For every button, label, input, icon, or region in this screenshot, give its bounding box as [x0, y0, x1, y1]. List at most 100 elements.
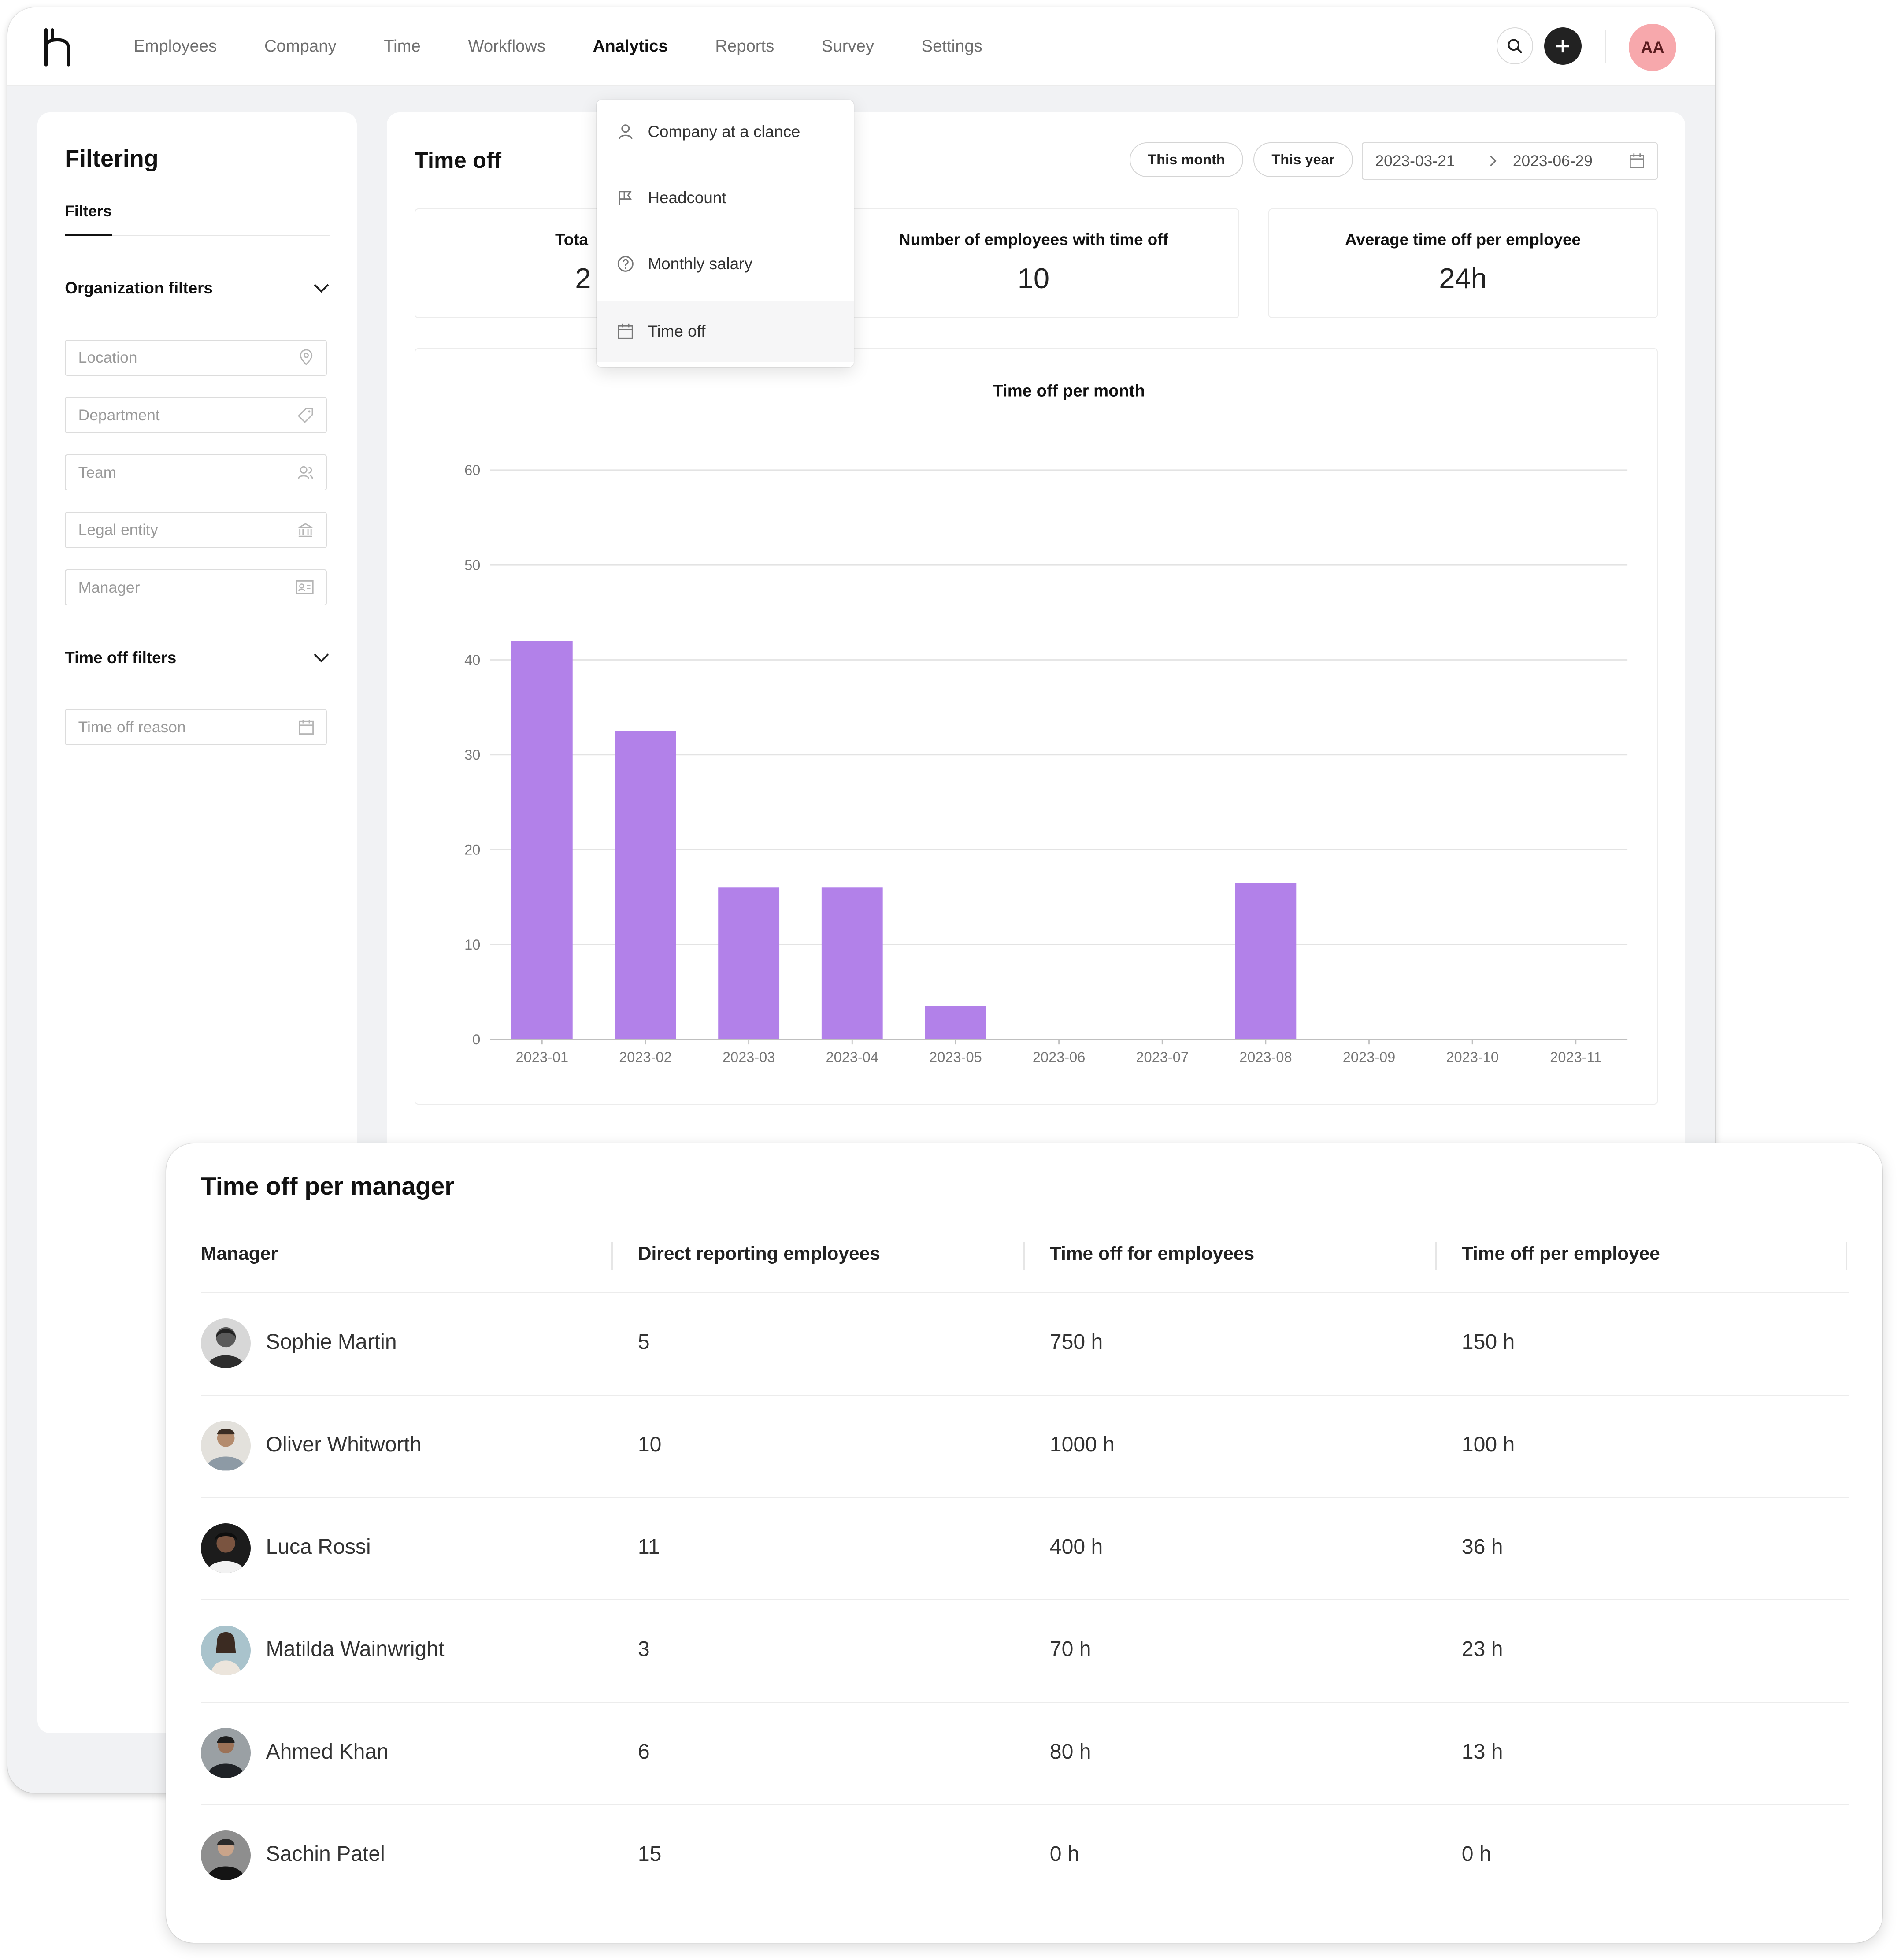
stat-label-total: Tota	[555, 230, 588, 249]
nav-analytics[interactable]: Analytics	[593, 36, 668, 56]
menu-item-time-off[interactable]: Time off	[597, 301, 854, 362]
this-month-button[interactable]: This month	[1130, 142, 1243, 178]
time-off-per-employee-value: 0 h	[1461, 1842, 1491, 1866]
chevron-down-icon	[314, 653, 329, 662]
column-separator	[1023, 1242, 1025, 1270]
manager-name: Oliver Whitworth	[266, 1432, 422, 1456]
direct-reports-value: 3	[637, 1637, 650, 1661]
x-tick-label: 2023-03	[722, 1049, 775, 1065]
location-filter[interactable]: Location	[65, 339, 327, 376]
organization-filters-toggle[interactable]: Organization filters	[65, 276, 330, 301]
team-filter[interactable]: Team	[65, 454, 327, 491]
user-avatar[interactable]: AA	[1629, 23, 1677, 71]
department-filter[interactable]: Department	[65, 397, 327, 434]
manager-name: Sophie Martin	[266, 1330, 397, 1354]
bar	[718, 887, 779, 1040]
avatar	[201, 1523, 251, 1573]
x-tick-label: 2023-05	[929, 1049, 982, 1065]
this-year-button[interactable]: This year	[1253, 142, 1353, 178]
company-logo-icon[interactable]	[42, 27, 77, 67]
add-button[interactable]	[1544, 27, 1582, 65]
time-off-per-employee-value: 36 h	[1461, 1535, 1503, 1559]
time-off-per-month-chart: Time off per month 0 10 20 30 40 50 60 2023-01 20…	[414, 348, 1658, 1105]
tag-icon	[297, 408, 313, 423]
manager-table-title: Time off per manager	[201, 1173, 455, 1201]
stat-label-employees-with-time-off: Number of employees with time off	[899, 230, 1168, 249]
column-header-time-off-per-employee[interactable]: Time off per employee	[1461, 1243, 1660, 1264]
column-separator	[1435, 1242, 1437, 1270]
search-icon	[1508, 39, 1523, 53]
chart-title: Time off per month	[993, 382, 1145, 401]
nav-workflows[interactable]: Workflows	[468, 36, 546, 56]
menu-item-label: Time off	[648, 322, 706, 341]
manager-filter[interactable]: Manager	[65, 569, 327, 606]
search-button[interactable]	[1497, 27, 1534, 64]
time-off-per-manager-card: Time off per manager Manager Direct repo…	[166, 1143, 1882, 1943]
organization-filters-label: Organization filters	[65, 279, 213, 297]
column-header-time-off-for-employees[interactable]: Time off for employees	[1049, 1243, 1255, 1264]
column-header-direct-reports[interactable]: Direct reporting employees	[637, 1243, 880, 1264]
stat-card-average-time-off: Average time off per employee 24h	[1268, 208, 1658, 319]
manager-name: Sachin Patel	[266, 1842, 385, 1866]
direct-reports-value: 15	[637, 1842, 662, 1866]
chevron-down-icon	[314, 284, 329, 293]
avatar	[201, 1318, 251, 1369]
y-tick-label: 40	[464, 652, 480, 668]
time-off-per-employee-value: 100 h	[1461, 1432, 1515, 1456]
flag-icon	[618, 191, 632, 206]
bank-icon	[298, 523, 313, 537]
calendar-icon	[298, 720, 314, 735]
x-tick-label: 2023-10	[1446, 1049, 1499, 1065]
y-tick-label: 0	[472, 1032, 480, 1048]
avatar	[201, 1625, 251, 1676]
x-tick-label: 2023-01	[515, 1049, 568, 1065]
time-off-reason-filter[interactable]: Time off reason	[65, 709, 327, 746]
department-placeholder: Department	[78, 406, 160, 424]
y-tick-label: 60	[464, 463, 480, 479]
nav-settings[interactable]: Settings	[921, 36, 982, 56]
y-tick-label: 50	[464, 557, 480, 573]
date-to: 2023-06-29	[1512, 152, 1593, 170]
y-tick-label: 30	[464, 747, 480, 763]
time-off-total-value: 80 h	[1049, 1739, 1091, 1763]
row-divider	[201, 1599, 1849, 1601]
bar	[615, 731, 676, 1040]
date-range-picker[interactable]: 2023-03-21 2023-06-29	[1362, 142, 1658, 180]
manager-placeholder: Manager	[78, 578, 140, 596]
time-off-per-employee-value: 13 h	[1461, 1739, 1503, 1763]
direct-reports-value: 6	[637, 1739, 650, 1763]
column-separator	[611, 1242, 613, 1270]
avatar	[201, 1830, 251, 1880]
team-icon	[298, 466, 313, 479]
legal-entity-filter[interactable]: Legal entity	[65, 512, 327, 548]
bar	[821, 887, 883, 1040]
nav-reports[interactable]: Reports	[715, 36, 774, 56]
column-separator	[1846, 1242, 1848, 1270]
time-off-total-value: 0 h	[1049, 1842, 1079, 1866]
nav-company[interactable]: Company	[264, 36, 337, 56]
time-off-total-value: 1000 h	[1049, 1432, 1115, 1456]
menu-item-monthly-salary[interactable]: Monthly salary	[597, 234, 854, 295]
nav-time[interactable]: Time	[384, 36, 421, 56]
user-icon	[618, 124, 633, 140]
team-placeholder: Team	[78, 463, 117, 481]
bar	[925, 1006, 986, 1040]
plus-icon	[1556, 40, 1569, 52]
stat-value-total: 2	[575, 262, 591, 295]
tab-divider	[65, 234, 330, 236]
column-header-manager[interactable]: Manager	[201, 1243, 278, 1264]
tab-filters[interactable]: Filters	[65, 202, 112, 220]
stat-value-employees-with-time-off: 10	[1017, 262, 1050, 295]
time-off-reason-placeholder: Time off reason	[78, 718, 186, 736]
time-off-total-value: 70 h	[1049, 1637, 1091, 1661]
y-tick-label: 10	[464, 937, 480, 953]
nav-survey[interactable]: Survey	[821, 36, 874, 56]
nav-employees[interactable]: Employees	[133, 36, 217, 56]
time-off-filters-toggle[interactable]: Time off filters	[65, 646, 330, 671]
menu-item-headcount[interactable]: Headcount	[597, 167, 854, 229]
menu-item-company-at-a-glance[interactable]: Company at a clance	[597, 101, 854, 162]
x-tick-label: 2023-04	[826, 1049, 878, 1065]
row-divider	[201, 1394, 1849, 1396]
filtering-title: Filtering	[65, 145, 159, 172]
time-off-per-employee-value: 23 h	[1461, 1637, 1503, 1661]
